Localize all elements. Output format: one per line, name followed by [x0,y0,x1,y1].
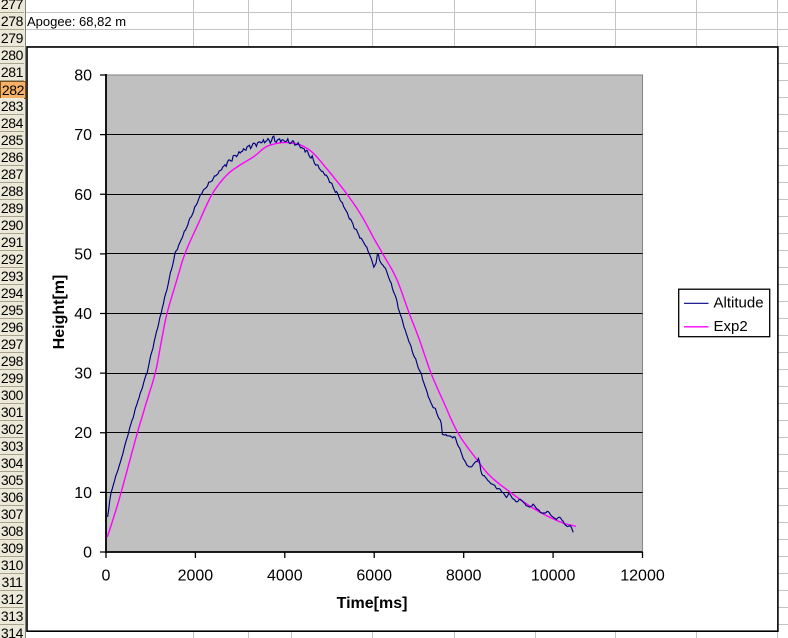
svg-text:Time[ms]: Time[ms] [337,595,408,612]
svg-text:8000: 8000 [446,568,482,585]
svg-text:40: 40 [74,306,92,323]
svg-text:4000: 4000 [267,568,303,585]
svg-text:2000: 2000 [178,568,214,585]
svg-text:10: 10 [74,485,92,502]
svg-text:Exp2: Exp2 [714,318,748,335]
svg-text:6000: 6000 [356,568,392,585]
svg-text:50: 50 [74,246,92,263]
svg-text:0: 0 [102,568,111,585]
svg-text:10000: 10000 [531,568,576,585]
svg-text:0: 0 [83,545,92,562]
svg-text:60: 60 [74,187,92,204]
svg-text:70: 70 [74,127,92,144]
svg-text:Altitude: Altitude [714,295,764,312]
svg-text:Height[m]: Height[m] [51,275,68,350]
svg-text:20: 20 [74,425,92,442]
svg-text:30: 30 [74,366,92,383]
svg-text:12000: 12000 [620,568,665,585]
svg-text:80: 80 [74,68,92,85]
